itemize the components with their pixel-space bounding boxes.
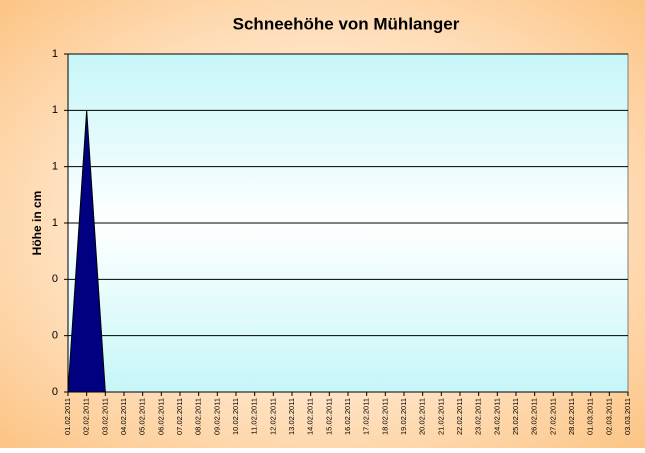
y-tick-label: 0	[52, 386, 58, 398]
x-tick-label: 24.02.2011	[492, 398, 501, 435]
x-tick-label: 26.02.2011	[530, 398, 539, 435]
x-tick-label: 09.02.2011	[212, 398, 221, 435]
y-tick-label: 0	[52, 273, 58, 285]
x-tick-label: 13.02.2011	[287, 398, 296, 435]
x-tick-label: 02.03.2011	[604, 398, 613, 435]
x-tick-label: 19.02.2011	[399, 398, 408, 435]
y-tick-label: 0	[52, 330, 58, 342]
x-tick-label: 25.02.2011	[511, 398, 520, 435]
x-tick-label: 07.02.2011	[175, 398, 184, 435]
x-tick-label: 20.02.2011	[418, 398, 427, 435]
x-tick-label: 15.02.2011	[324, 398, 333, 435]
x-tick-label: 03.02.2011	[100, 398, 109, 435]
x-tick-label: 21.02.2011	[436, 398, 445, 435]
x-tick-label: 01.03.2011	[586, 398, 595, 435]
x-tick-label: 23.02.2011	[474, 398, 483, 435]
x-tick-label: 11.02.2011	[250, 398, 259, 434]
y-tick-label: 1	[52, 161, 58, 173]
y-axis-label: Höhe in cm	[30, 191, 44, 256]
x-tick-label: 16.02.2011	[343, 398, 352, 435]
x-tick-label: 04.02.2011	[119, 398, 128, 435]
x-tick-label: 27.02.2011	[548, 398, 557, 435]
x-tick-label: 05.02.2011	[138, 398, 147, 435]
x-tick-label: 03.03.2011	[623, 398, 632, 435]
x-tick-label: 14.02.2011	[306, 398, 315, 435]
x-tick-label: 22.02.2011	[455, 398, 464, 435]
x-tick-label: 12.02.2011	[268, 398, 277, 435]
x-tick-label: 17.02.2011	[362, 398, 371, 435]
x-tick-label: 10.02.2011	[231, 398, 240, 435]
x-tick-label: 28.02.2011	[567, 398, 576, 435]
x-tick-label: 06.02.2011	[156, 398, 165, 435]
x-tick-label: 01.02.2011	[63, 398, 72, 435]
x-tick-label: 02.02.2011	[82, 398, 91, 435]
y-tick-label: 1	[52, 48, 58, 60]
y-tick-label: 1	[52, 104, 58, 116]
y-tick-label: 1	[52, 217, 58, 229]
x-tick-label: 18.02.2011	[380, 398, 389, 435]
x-tick-label: 08.02.2011	[194, 398, 203, 435]
chart-title: Schneehöhe von Mühlanger	[233, 14, 460, 33]
